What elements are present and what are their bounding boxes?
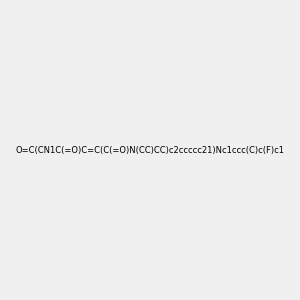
Text: O=C(CN1C(=O)C=C(C(=O)N(CC)CC)c2ccccc21)Nc1ccc(C)c(F)c1: O=C(CN1C(=O)C=C(C(=O)N(CC)CC)c2ccccc21)N… — [16, 146, 284, 154]
